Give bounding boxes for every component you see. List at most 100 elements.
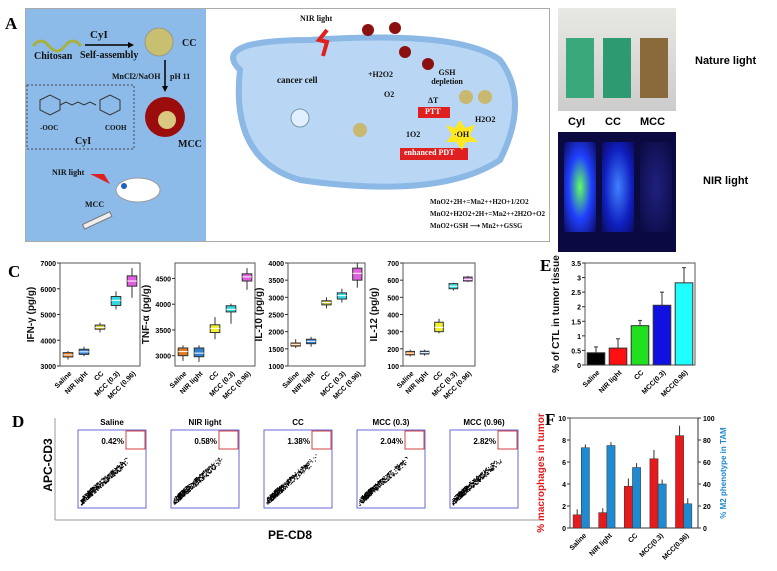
- event-dot: [490, 466, 492, 468]
- event-dot: [398, 466, 400, 468]
- event-dot: [473, 481, 475, 483]
- event-dot: [274, 494, 276, 496]
- event-dot: [474, 478, 476, 480]
- y-tick-label: 300: [387, 330, 399, 337]
- event-dot: [381, 478, 383, 480]
- event-dot: [467, 486, 469, 488]
- event-dot: [278, 494, 280, 496]
- event-dot: [84, 498, 86, 500]
- y-tick-label: 4000: [155, 302, 171, 309]
- event-dot: [309, 461, 311, 463]
- event-dot: [193, 479, 195, 481]
- event-dot: [453, 500, 455, 502]
- event-dot: [277, 492, 279, 494]
- event-dot: [190, 486, 192, 488]
- event-dot: [195, 484, 197, 486]
- event-dot: [110, 470, 112, 472]
- y-tick-label: 3000: [155, 354, 171, 361]
- bar: [586, 352, 606, 366]
- event-dot: [286, 486, 288, 488]
- event-dot: [212, 469, 214, 471]
- event-dot: [216, 462, 218, 464]
- event-dot: [214, 465, 216, 467]
- event-dot: [405, 456, 407, 458]
- event-dot: [363, 501, 365, 503]
- event-dot: [173, 500, 175, 502]
- event-dot: [368, 495, 370, 497]
- event-dot: [110, 475, 112, 477]
- event-dot: [115, 469, 117, 471]
- event-dot: [97, 487, 99, 489]
- event-dot: [89, 493, 91, 495]
- event-dot: [202, 474, 204, 476]
- event-dot: [90, 495, 92, 497]
- event-dot: [106, 482, 108, 484]
- event-dot: [367, 496, 369, 498]
- event-dot: [96, 489, 98, 491]
- event-dot: [121, 463, 123, 465]
- event-dot: [380, 480, 382, 482]
- event-dot: [186, 488, 188, 490]
- event-dot: [467, 491, 469, 493]
- event-dot: [103, 478, 105, 480]
- event-dot: [212, 464, 214, 466]
- event-dot: [310, 466, 312, 468]
- event-dot: [379, 484, 381, 486]
- event-dot: [104, 482, 106, 484]
- event-dot: [99, 480, 101, 482]
- event-dot: [453, 502, 455, 504]
- event-dot: [378, 483, 380, 485]
- event-dot: [395, 466, 397, 468]
- event-dot: [367, 495, 369, 497]
- event-dot: [179, 491, 181, 493]
- event-dot: [84, 497, 86, 499]
- equation-3: MnO2+GSH ⟶ Mn2++GSSG: [430, 222, 523, 230]
- event-dot: [380, 484, 382, 486]
- event-dot: [207, 468, 209, 470]
- event-dot: [91, 488, 93, 490]
- event-dot: [95, 491, 97, 493]
- event-dot: [473, 483, 475, 485]
- event-dot: [205, 469, 207, 471]
- nir-light-label-mouse: NIR light: [52, 168, 85, 177]
- ptt-badge: [418, 107, 450, 118]
- event-dot: [113, 472, 115, 474]
- event-dot: [382, 481, 384, 483]
- event-dot: [96, 484, 98, 486]
- event-dot: [480, 475, 482, 477]
- event-dot: [284, 483, 286, 485]
- event-dot: [362, 496, 364, 498]
- x-tick-label: CC: [320, 370, 332, 382]
- event-dot: [88, 497, 90, 499]
- event-dot: [383, 478, 385, 480]
- event-dot: [468, 484, 470, 486]
- event-dot: [183, 490, 185, 492]
- event-dot: [106, 481, 108, 483]
- event-dot: [388, 478, 390, 480]
- y-tick-label: 0: [577, 363, 581, 370]
- event-dot: [469, 488, 471, 490]
- event-dot: [390, 470, 392, 472]
- event-dot: [282, 485, 284, 487]
- event-dot: [294, 477, 296, 479]
- event-dot: [306, 464, 308, 466]
- x-tick-label: CC: [208, 370, 220, 382]
- event-dot: [468, 486, 470, 488]
- event-dot: [369, 493, 371, 495]
- event-dot: [383, 481, 385, 483]
- event-dot: [207, 475, 209, 477]
- event-dot: [101, 485, 103, 487]
- event-dot: [370, 489, 372, 491]
- x-tick-label: CC: [627, 532, 639, 544]
- event-dot: [365, 492, 367, 494]
- event-dot: [94, 487, 96, 489]
- event-dot: [184, 489, 186, 491]
- event-dot: [490, 470, 492, 472]
- event-dot: [269, 496, 271, 498]
- event-dot: [501, 461, 503, 463]
- event-dot: [484, 473, 486, 475]
- event-dot: [369, 493, 371, 495]
- event-dot: [109, 473, 111, 475]
- event-dot: [368, 494, 370, 496]
